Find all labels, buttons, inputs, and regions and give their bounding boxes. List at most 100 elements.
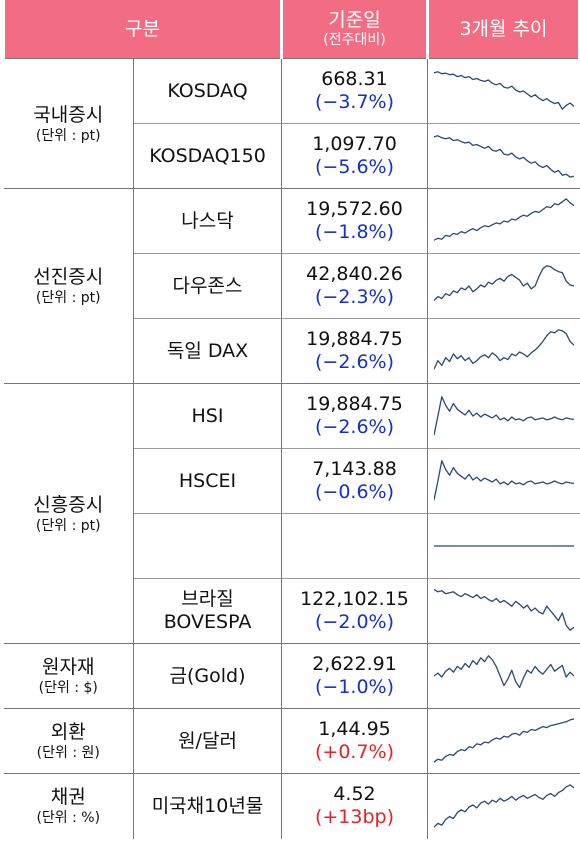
- category-cell: 외환 (단위 : 원): [3, 708, 134, 774]
- header-row: 구분 기준일 (전주대비) 3개월 추이: [2, 0, 580, 59]
- trend-sparkline: [433, 329, 574, 370]
- header-trend: 3개월 추이: [426, 0, 580, 59]
- item-name: 미국채10년물: [133, 773, 282, 839]
- category-name: 선진증시: [33, 266, 104, 288]
- trend-line: [433, 655, 574, 689]
- weekly-change: (−1.0%): [314, 676, 394, 698]
- trend-sparkline: [433, 718, 574, 763]
- value-cell: [281, 513, 428, 579]
- market-summary-table: 구분 기준일 (전주대비) 3개월 추이 국내증시 (단위 : pt) KOSDAQ…: [2, 0, 580, 839]
- value-cell: 122,102.15 (−2.0%): [281, 578, 428, 644]
- value-number: 1,44.95: [318, 718, 391, 740]
- weekly-change: (−3.7%): [314, 91, 394, 113]
- item-name: 금(Gold): [133, 643, 282, 709]
- table-row: 국내증시 (단위 : pt) KOSDAQ 668.31 (−3.7%): [3, 58, 580, 189]
- trend-line: [433, 588, 574, 631]
- weekly-change: (−0.6%): [314, 481, 394, 503]
- table-row: HSCEI 7,143.88 (−0.6%): [4, 448, 580, 514]
- table-row: 선진증시 (단위 : pt) 나스닥 19,572.60 (−1.8%): [3, 188, 580, 384]
- value-number: 122,102.15: [300, 588, 409, 610]
- category-unit: (단위 : pt): [35, 127, 101, 144]
- value-cell: 4.52 (+13bp): [281, 773, 428, 839]
- trend-cell: [427, 253, 580, 319]
- item-name: 나스닥: [133, 188, 282, 254]
- table-row: 외환 (단위 : 원) 원/달러 1,44.95 (+0.7%): [3, 708, 580, 774]
- trend-cell: [427, 123, 580, 189]
- value-number: 19,884.75: [306, 393, 403, 415]
- value-number: 7,143.88: [312, 458, 397, 480]
- trend-sparkline: [433, 396, 574, 436]
- trend-line: [433, 460, 574, 501]
- category-cell: 국내증시 (단위 : pt): [3, 58, 134, 189]
- category-cell: 선진증시 (단위 : pt): [3, 188, 134, 384]
- table-row: 신흥증시 (단위 : pt) HSI 19,884.75 (−2.6%): [3, 383, 580, 644]
- category-unit: (단위 : pt): [35, 290, 101, 306]
- category-unit: (단위 : pt): [35, 517, 101, 534]
- weekly-change: (−5.6%): [314, 156, 394, 178]
- trend-sparkline: [433, 135, 574, 178]
- table-row: KOSDAQ150 1,097.70 (−5.6%): [4, 123, 580, 189]
- trend-cell: [427, 318, 580, 384]
- item-name: KOSDAQ150: [133, 123, 282, 189]
- item-name: HSI: [133, 383, 282, 449]
- value-number: 4.52: [333, 783, 376, 806]
- category-unit: (단위 : %): [36, 810, 101, 827]
- trend-sparkline: [433, 265, 574, 301]
- category-name: 외환: [50, 721, 86, 743]
- category-name: 신흥증시: [33, 493, 104, 516]
- trend-sparkline: [433, 655, 574, 689]
- category-cell: 원자재 (단위 : $): [3, 643, 134, 709]
- table-row: [4, 513, 580, 579]
- value-cell: 1,44.95 (+0.7%): [281, 708, 428, 774]
- item-name: 브라질 BOVESPA: [133, 578, 282, 644]
- trend-line: [433, 396, 574, 436]
- value-number: 1,097.70: [312, 133, 397, 155]
- weekly-change: (−2.6%): [314, 416, 394, 438]
- value-cell: 668.31 (−3.7%): [281, 58, 428, 124]
- trend-line: [433, 784, 574, 828]
- trend-cell: [427, 578, 580, 644]
- trend-cell: [427, 513, 580, 579]
- trend-sparkline: [433, 588, 574, 631]
- item-name: 원/달러: [133, 708, 282, 774]
- value-number: 42,840.26: [306, 263, 403, 285]
- category-cell: 신흥증시 (단위 : pt): [3, 383, 134, 644]
- trend-cell: [427, 708, 580, 774]
- trend-line: [433, 135, 574, 178]
- value-cell: 2,622.91 (−1.0%): [281, 643, 428, 709]
- trend-sparkline: [433, 545, 574, 547]
- trend-line: [433, 718, 574, 763]
- category-unit: (단위 : 원): [36, 745, 100, 761]
- category-unit: (단위 : $): [38, 680, 98, 696]
- table-row: 채권 (단위 : %) 미국채10년물 4.52 (+13bp): [3, 773, 580, 839]
- weekly-change: (+13bp): [314, 806, 395, 829]
- value-cell: 19,884.75 (−2.6%): [281, 383, 428, 449]
- value-number: 668.31: [321, 68, 388, 90]
- category-name: 채권: [50, 786, 86, 809]
- weekly-change: (−1.8%): [314, 221, 394, 243]
- trend-line: [433, 329, 574, 370]
- trend-sparkline: [433, 460, 574, 501]
- trend-sparkline: [433, 71, 574, 110]
- trend-line: [433, 198, 574, 241]
- trend-cell: [427, 773, 580, 839]
- weekly-change: (+0.7%): [314, 741, 394, 763]
- trend-cell: [427, 58, 580, 124]
- value-cell: 19,572.60 (−1.8%): [281, 188, 428, 254]
- category-name: 원자재: [42, 656, 95, 678]
- item-name: HSCEI: [133, 448, 282, 514]
- trend-sparkline: [433, 784, 574, 828]
- header-base-date: 기준일 (전주대비): [280, 0, 429, 59]
- weekly-change: (−2.0%): [314, 611, 394, 633]
- item-name: 다우존스: [133, 253, 282, 319]
- table-row: 독일 DAX 19,884.75 (−2.6%): [4, 318, 580, 384]
- category-name: 국내증시: [33, 103, 104, 126]
- weekly-change: (−2.3%): [314, 286, 394, 308]
- value-number: 19,884.75: [306, 328, 403, 350]
- trend-cell: [427, 383, 580, 449]
- trend-sparkline: [433, 198, 574, 241]
- table-row: 원자재 (단위 : $) 금(Gold) 2,622.91 (−1.0%): [3, 643, 580, 709]
- table-row: 브라질 BOVESPA 122,102.15 (−2.0%): [4, 578, 580, 644]
- item-name: 독일 DAX: [133, 318, 282, 384]
- weekly-change: (−2.6%): [314, 351, 394, 373]
